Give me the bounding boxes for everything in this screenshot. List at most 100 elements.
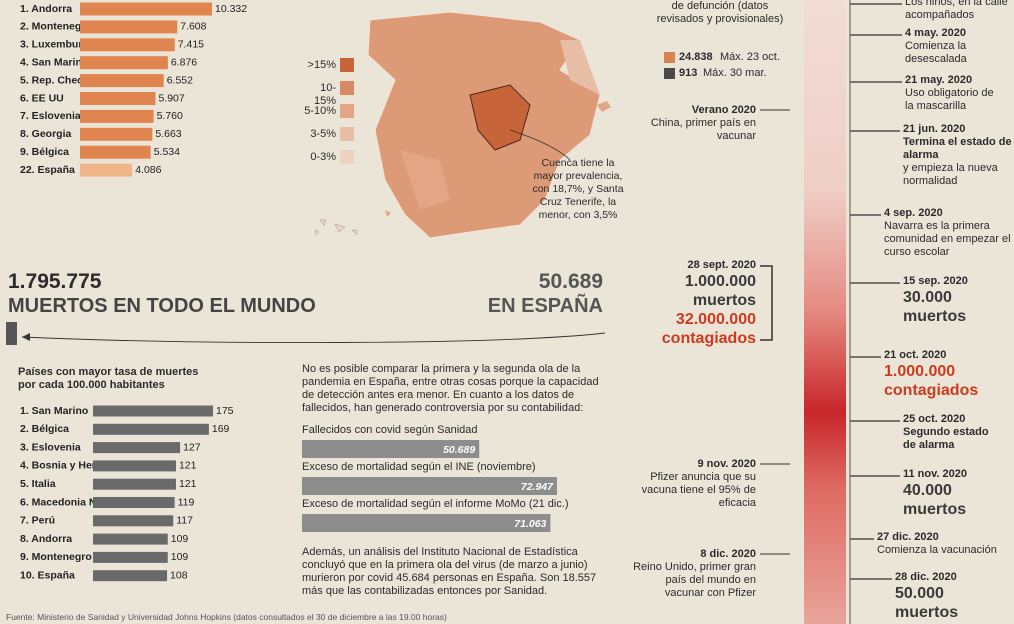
value-label: 71.063	[514, 518, 546, 530]
category-label: 6. Macedonia N.	[20, 496, 99, 508]
timeline-event: 9 nov. 2020 Pfizer anuncia que su vacuna …	[636, 458, 756, 510]
event-date: 28 sept. 2020	[687, 259, 757, 271]
legend-value: 913	[679, 67, 698, 79]
value-label: 5.907	[158, 92, 184, 104]
bar	[93, 515, 174, 527]
spain-map	[314, 11, 611, 239]
event-big: 1.000.000 muertos	[684, 273, 756, 309]
spain-label: EN ESPAÑA	[487, 295, 603, 317]
bar	[80, 127, 153, 141]
legend-value: 24.838	[679, 51, 713, 63]
legend-swatch	[340, 81, 354, 95]
timeline-event: 27 dic. 2020 Comienza la vacunación	[877, 531, 1014, 557]
timeline-event: 15 sep. 2020 30.000 muertos	[903, 275, 1003, 326]
intro-text: No es posible comparar la primera y la s…	[302, 363, 599, 414]
timeline-event: 21 may. 2020 Uso obligatorio de la mascar…	[905, 74, 1005, 113]
event-big: 32.000.000 contagiados	[661, 311, 756, 347]
legend-label: 10-15%	[313, 82, 336, 107]
value-label: 121	[179, 478, 197, 490]
event-date: 15 sep. 2020	[903, 275, 968, 287]
value-label: 117	[176, 515, 193, 527]
category-label: 3. Eslovenia	[20, 441, 81, 453]
timeline-event: 11 nov. 2020 40.000 muertos	[903, 468, 1003, 519]
event-date: 9 nov. 2020	[697, 458, 757, 470]
bar	[80, 145, 151, 159]
cases-note: de defunción (datos revisados y provisio…	[656, 0, 784, 25]
bar	[302, 477, 557, 495]
category-label: 10. España	[20, 569, 75, 581]
event-big: 50.000 muertos	[895, 585, 959, 621]
value-label: 5.663	[155, 128, 181, 140]
event-big: 1.000.000 contagiados	[884, 363, 979, 399]
event-date: 4 sep. 2020	[884, 207, 943, 219]
category-label: 7. Perú	[20, 515, 55, 527]
category-label: 4. San Marino	[20, 56, 88, 68]
category-label: 8. Georgia	[20, 128, 72, 140]
value-label: 109	[171, 533, 189, 545]
category-label: 2. Bélgica	[20, 423, 69, 435]
event-date: 25 oct. 2020	[903, 413, 966, 425]
category-label: Exceso de mortalidad según el informe Mo…	[302, 498, 569, 510]
category-label: 8. Andorra	[20, 533, 72, 545]
value-label: 119	[178, 496, 195, 508]
event-date: 4 may. 2020	[905, 27, 966, 39]
event-bold: Termina el estado de alarma	[903, 136, 1012, 161]
chart-title: Países con mayor tasa de muertes por cad…	[18, 366, 199, 391]
event-text: Reino Unido, primer gran país del mundo …	[633, 561, 756, 599]
bar	[302, 514, 551, 532]
value-label: 6.876	[171, 56, 197, 68]
bar	[93, 478, 176, 490]
event-date: 28 dic. 2020	[895, 571, 957, 583]
bar	[93, 533, 168, 545]
category-label: 9. Montenegro	[20, 551, 92, 563]
event-text: China, primer país en vacunar	[650, 117, 756, 142]
arrow	[21, 332, 606, 344]
value-label: 175	[216, 405, 234, 417]
legend-label: >15%	[307, 59, 336, 71]
category-label: 1. Andorra	[20, 3, 72, 15]
bar	[80, 163, 133, 177]
bar	[80, 38, 175, 52]
category-label: 4. Bosnia y Her.	[20, 460, 98, 472]
timeline-event: 4 sep. 2020 Navarra es la primera comunid…	[884, 207, 1014, 259]
value-label: 108	[170, 569, 188, 581]
category-label: 6. EE UU	[20, 92, 64, 104]
value-label: 5.760	[157, 110, 183, 122]
category-label: 2. Montenegro	[20, 21, 92, 33]
event-text: Navarra es la primera comunidad en empez…	[884, 220, 1011, 258]
category-label: 9. Bélgica	[20, 146, 69, 158]
timeline-event: 4 may. 2020 Comienza la desescalada	[905, 27, 1005, 66]
bar	[93, 551, 168, 563]
value-label: 6.552	[167, 74, 193, 86]
timeline-event: 8 dic. 2020 Reino Unido, primer gran país…	[631, 548, 756, 600]
bar	[302, 440, 480, 458]
bar	[80, 74, 164, 88]
event-date: 11 nov. 2020	[903, 468, 968, 480]
event-bold: Segundo estado de alarma	[903, 426, 989, 451]
value-label: 10.332	[215, 3, 247, 15]
category-label: 3. Luxemburgo	[20, 39, 95, 51]
value-label: 4.086	[135, 164, 161, 176]
bar	[93, 570, 168, 582]
event-date: 27 dic. 2020	[877, 531, 939, 543]
arrow-head	[22, 333, 30, 341]
world-number: 1.795.775	[8, 270, 102, 293]
bar	[93, 497, 175, 508]
timeline-event: 25 oct. 2020 Segundo estado de alarma	[903, 413, 1003, 452]
bar	[93, 460, 176, 472]
event-text: Comienza la vacunación	[877, 544, 997, 556]
event-date: Verano 2020	[691, 104, 756, 116]
category-label: Fallecidos con covid según Sanidad	[302, 424, 478, 436]
timeline-event: 28 sept. 2020 1.000.000 muertos 32.000.000…	[646, 259, 756, 348]
timeline-event: 28 dic. 2020 50.000 muertos	[895, 571, 1005, 622]
event-text: Pfizer anuncia que su vacuna tiene el 95…	[641, 471, 756, 509]
legend-label: 5-10%	[304, 105, 336, 117]
legend-note: Máx. 23 oct.	[720, 51, 780, 63]
bar	[93, 405, 213, 417]
value-label: 121	[179, 460, 197, 472]
event-date: 21 may. 2020	[905, 74, 973, 86]
map-note: Cuenca tiene la mayor prevalencia, con 1…	[532, 157, 624, 221]
legend-swatch	[340, 104, 354, 118]
